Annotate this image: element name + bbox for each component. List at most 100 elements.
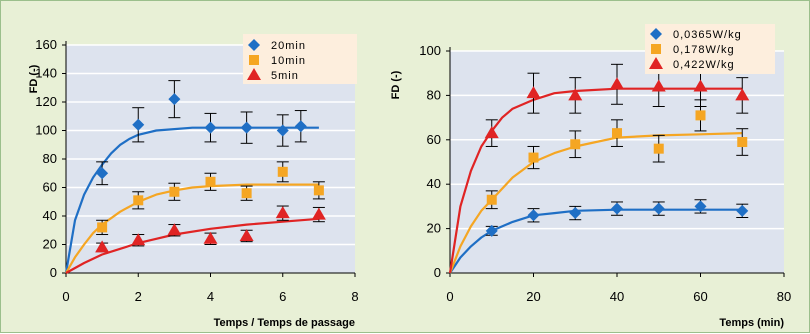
y-tick-label: 140 [35, 66, 57, 81]
data-point [526, 86, 541, 99]
data-point [95, 240, 110, 253]
data-point [275, 206, 290, 219]
series-1 [449, 199, 749, 274]
data-point [241, 188, 252, 199]
legend-marker [247, 68, 261, 80]
data-point [97, 222, 108, 233]
data-point [569, 207, 582, 220]
legend-box [645, 24, 775, 74]
data-point [735, 88, 750, 101]
data-point [694, 200, 707, 213]
legend: 20min 10min 5min [243, 34, 357, 84]
series-2 [448, 99, 749, 274]
series-3 [65, 205, 326, 274]
legend-marker [650, 28, 662, 40]
data-point [693, 79, 708, 92]
data-point [294, 120, 307, 133]
legend-marker [249, 55, 259, 65]
fit-curve [448, 132, 743, 274]
data-point [203, 231, 218, 244]
data-point [652, 202, 665, 215]
fit-curve [65, 217, 319, 274]
data-point [612, 128, 622, 139]
data-point [133, 195, 144, 206]
data-point [737, 137, 748, 148]
data-point [484, 126, 499, 139]
data-point [610, 77, 624, 90]
data-point [486, 194, 497, 205]
y-tick-label: 40 [43, 208, 57, 223]
x-tick-label: 80 [777, 289, 791, 304]
legend-marker [651, 44, 661, 54]
data-point [736, 204, 749, 217]
data-point [313, 185, 324, 196]
fit-curve [65, 183, 319, 274]
x-tick-label: 0 [446, 289, 453, 304]
chart-2: 0 20 40 60 80 100 0 20 40 60 80 FD (-) Temps (min) 0,… [390, 24, 791, 329]
x-tick-label: 6 [279, 289, 286, 304]
y-tick-label: 40 [427, 176, 441, 191]
legend-label: 10min [271, 55, 306, 67]
data-point [527, 209, 540, 222]
x-tick-label: 20 [526, 289, 540, 304]
y-tick-label: 60 [427, 132, 441, 147]
data-point [568, 88, 583, 101]
fit-curve [64, 126, 319, 274]
data-point [205, 176, 216, 187]
series-1 [64, 80, 319, 274]
series-2 [65, 161, 325, 274]
x-tick-label: 2 [135, 289, 142, 304]
data-point [528, 152, 539, 163]
chart-1: 0 20 40 60 80 100 120 140 160 0 2 4 6 8 FD (-) Temps / … [28, 34, 359, 329]
data-point [611, 202, 623, 215]
data-point [653, 143, 664, 154]
y-tick-label: 160 [35, 37, 57, 52]
legend-label: 0,178W/kg [673, 44, 735, 56]
data-point [168, 93, 181, 106]
data-point [570, 139, 581, 150]
legend: 0,0365W/kg 0,178W/kg 0,422W/kg [645, 24, 775, 74]
y-tick-label: 0 [50, 265, 57, 280]
x-tick-label: 4 [207, 289, 214, 304]
x-tick-label: 40 [610, 289, 624, 304]
data-point [311, 207, 326, 220]
data-point [132, 118, 145, 131]
x-tick-label: 8 [351, 289, 358, 304]
legend-label: 0,0365W/kg [673, 29, 742, 41]
data-point [276, 124, 289, 137]
y-tick-label: 20 [43, 237, 57, 252]
data-point [131, 233, 146, 246]
data-point [239, 228, 254, 241]
data-point [240, 121, 253, 134]
legend-label: 20min [271, 40, 306, 52]
y-tick-label: 20 [427, 221, 441, 236]
data-point [651, 79, 666, 92]
legend-box [243, 34, 357, 84]
y-tick-label: 80 [43, 151, 57, 166]
y-tick-label: 100 [419, 43, 441, 58]
data-point [204, 121, 217, 134]
y-tick-label: 80 [427, 87, 441, 102]
legend-label: 0,422W/kg [673, 59, 735, 71]
y-tick-label: 60 [43, 180, 57, 195]
legend-marker [248, 39, 260, 51]
x-axis-label: Temps / Temps de passage [214, 317, 355, 329]
legend-marker [649, 57, 663, 69]
data-point [96, 167, 109, 180]
data-point [169, 186, 180, 197]
legend-label: 5min [271, 70, 299, 82]
data-point [167, 223, 182, 236]
x-tick-label: 0 [62, 289, 69, 304]
y-tick-label: 120 [35, 94, 57, 109]
x-tick-label: 60 [693, 289, 707, 304]
y-axis-label: FD (-) [390, 70, 402, 99]
data-point [695, 110, 706, 121]
fit-curve [448, 87, 743, 274]
x-axis-label: Temps (min) [719, 317, 784, 329]
y-tick-label: 0 [434, 265, 441, 280]
y-tick-label: 100 [35, 123, 57, 138]
data-point [485, 224, 498, 237]
y-axis-label: FD (-) [28, 64, 40, 93]
